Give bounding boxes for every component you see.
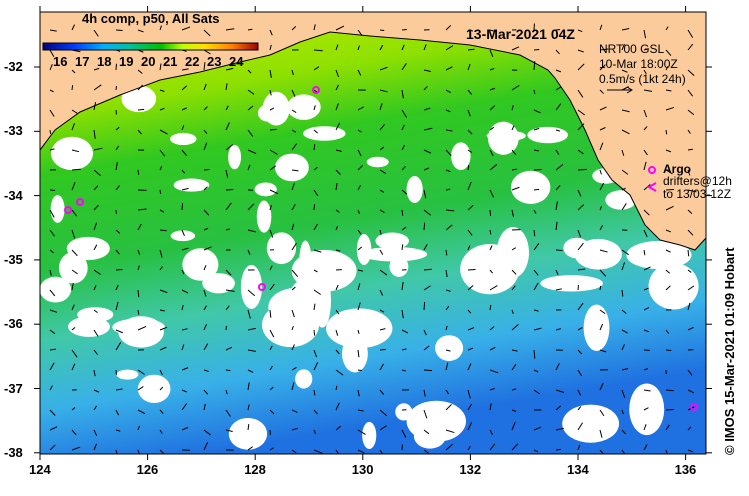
drifters-range: to 13/03-12Z	[663, 187, 732, 201]
colorbar	[42, 42, 259, 51]
y-tick-label: -33	[4, 123, 23, 139]
drifters-label: drifters@12h to 13/03-12Z	[663, 175, 732, 201]
argo-floats	[64, 86, 698, 411]
colorbar-tick: 19	[119, 54, 134, 69]
map-frame	[39, 11, 707, 455]
colorbar-tick: 23	[207, 54, 222, 69]
colorbar-tick: 24	[229, 54, 244, 69]
scale-arrow	[607, 86, 633, 94]
colorbar-tick: 17	[75, 54, 90, 69]
colorbar-tick: 20	[141, 54, 156, 69]
legend-title: 4h comp, p50, All Sats	[82, 11, 220, 26]
x-tick-label: 128	[244, 462, 266, 477]
map-date: 13-Mar-2021 04Z	[466, 26, 575, 42]
y-tick-label: -34	[4, 187, 23, 203]
colorbar-tick: 22	[185, 54, 200, 69]
current-source: NRT00 GSL	[599, 42, 665, 56]
x-tick-label: 134	[567, 462, 589, 477]
y-tick-label: -35	[4, 251, 23, 267]
current-scale: 0.5m/s (1kt 24h)	[599, 72, 686, 86]
current-info: NRT00 GSL 10-Mar 18:00Z 0.5m/s (1kt 24h)	[599, 42, 686, 87]
x-tick-label: 136	[674, 462, 697, 477]
y-tick-label: -32	[4, 59, 23, 74]
argo-label: Argo	[663, 162, 691, 176]
y-tick-label: -36	[4, 316, 23, 332]
argo-legend	[646, 166, 657, 192]
y-tick-label: -37	[4, 380, 23, 396]
current-time: 10-Mar 18:00Z	[599, 57, 678, 71]
x-tick-label: 132	[459, 462, 482, 477]
colorbar-tick: 16	[53, 54, 68, 69]
colorbar-tick: 21	[163, 54, 178, 69]
x-tick-label: 124	[29, 462, 51, 477]
colorbar-tick: 18	[97, 54, 112, 69]
credit: © IMOS 15-Mar-2021 01:09 Hobart	[722, 247, 737, 455]
x-tick-label: 130	[351, 462, 374, 477]
x-tick-label: 126	[136, 462, 159, 477]
land	[40, 12, 706, 251]
drifters-interval: drifters@12h	[663, 174, 732, 188]
y-tick-label: -38	[4, 444, 23, 460]
current-vectors	[49, 23, 697, 454]
